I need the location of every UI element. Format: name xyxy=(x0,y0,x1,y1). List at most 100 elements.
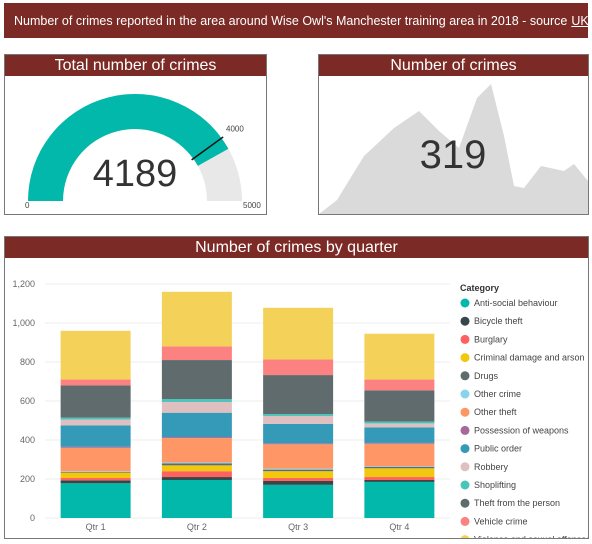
bar-segment[interactable] xyxy=(263,443,334,445)
legend-item[interactable]: Burglary xyxy=(474,334,508,344)
bar-segment[interactable] xyxy=(161,291,232,347)
bar-segment[interactable] xyxy=(60,446,131,448)
bar-segment[interactable] xyxy=(364,379,435,391)
bar-segment[interactable] xyxy=(161,412,232,438)
bar-segment[interactable] xyxy=(161,346,232,361)
legend-marker xyxy=(460,462,470,472)
bar-segment[interactable] xyxy=(161,471,232,478)
legend-marker xyxy=(460,425,470,435)
bar-segment[interactable] xyxy=(263,416,334,424)
bar-segment[interactable] xyxy=(60,419,131,426)
bar-segment[interactable] xyxy=(263,468,334,470)
bar-segment[interactable] xyxy=(263,375,334,415)
kpi-value: 319 xyxy=(420,133,487,177)
bar-segment[interactable] xyxy=(161,462,232,464)
bar-segment[interactable] xyxy=(161,479,232,518)
legend-item[interactable]: Anti-social behaviour xyxy=(474,298,558,308)
bar-segment[interactable] xyxy=(364,427,435,443)
legend-item[interactable]: Violence and sexual offences xyxy=(474,535,591,544)
bar-segment[interactable] xyxy=(263,307,334,360)
legend-item[interactable]: Other theft xyxy=(474,407,517,417)
bar-segment[interactable] xyxy=(263,480,334,485)
bar-segment[interactable] xyxy=(161,437,232,439)
gauge-max-label: 5000 xyxy=(243,201,261,210)
bar-segment[interactable] xyxy=(263,471,334,479)
bar-segment[interactable] xyxy=(161,477,232,480)
bar-segment[interactable] xyxy=(364,466,435,469)
legend-item[interactable]: Bicycle theft xyxy=(474,316,523,326)
legend-marker xyxy=(460,334,470,344)
bar-segment[interactable] xyxy=(161,438,232,463)
bar-segment[interactable] xyxy=(263,444,334,469)
bar-segment[interactable] xyxy=(263,469,334,472)
bar-segment[interactable] xyxy=(364,468,435,478)
bar-segment[interactable] xyxy=(60,425,131,447)
bar-segment[interactable] xyxy=(161,360,232,400)
legend-item[interactable]: Other crime xyxy=(474,389,521,399)
bar-segment[interactable] xyxy=(60,478,131,481)
bar-segment[interactable] xyxy=(364,443,435,467)
bar-segment[interactable] xyxy=(364,466,435,467)
bar-segment[interactable] xyxy=(364,481,435,518)
bar-segment[interactable] xyxy=(60,385,131,418)
bar-segment[interactable] xyxy=(263,423,334,444)
legend-item[interactable]: Theft from the person xyxy=(474,498,560,508)
bar-segment[interactable] xyxy=(364,333,435,380)
legend-item[interactable]: Possession of weapons xyxy=(474,425,569,435)
bar-segment[interactable] xyxy=(263,484,334,518)
y-tick-label: 1,000 xyxy=(12,318,35,328)
bar-segment[interactable] xyxy=(60,417,131,420)
total-crimes-gauge-card[interactable]: Total number of crimes 4189 0 5000 4000 xyxy=(4,54,267,215)
kpi-trend-area xyxy=(319,84,588,214)
bar-segment[interactable] xyxy=(60,483,131,518)
x-tick-label: Qtr 4 xyxy=(389,522,409,532)
legend-item[interactable]: Vehicle crime xyxy=(474,516,528,526)
bar-segment[interactable] xyxy=(263,359,334,376)
report-title: Number of crimes reported in the area ar… xyxy=(14,13,568,28)
legend-marker xyxy=(460,516,470,526)
y-tick-label: 0 xyxy=(30,513,35,523)
bar-segment[interactable] xyxy=(364,390,435,422)
kpi-title: Number of crimes xyxy=(319,55,588,76)
bar-segment[interactable] xyxy=(364,423,435,428)
bar-segment[interactable] xyxy=(161,399,232,402)
legend-marker xyxy=(460,407,470,417)
legend-item[interactable]: Public order xyxy=(474,444,522,454)
legend-item[interactable]: Robbery xyxy=(474,462,509,472)
bar-segment[interactable] xyxy=(161,401,232,413)
legend-marker xyxy=(460,535,470,544)
bar-segment[interactable] xyxy=(364,442,435,444)
gauge-target-marker xyxy=(191,136,224,161)
y-tick-label: 600 xyxy=(20,396,35,406)
legend-item[interactable]: Shoplifting xyxy=(474,480,516,490)
number-of-crimes-kpi-card[interactable]: Number of crimes 319 xyxy=(318,54,589,215)
crimes-by-quarter-card[interactable]: Number of crimes by quarter 0 200 400 600 80… xyxy=(4,236,591,544)
bar-segment[interactable] xyxy=(60,330,131,380)
x-tick-label: Qtr 3 xyxy=(288,522,308,532)
bar-segment[interactable] xyxy=(60,471,131,472)
bar-segment[interactable] xyxy=(60,379,131,386)
legend-item[interactable]: Criminal damage and arson xyxy=(474,353,585,363)
bar-segment[interactable] xyxy=(364,421,435,424)
bar-segment[interactable] xyxy=(364,479,435,482)
uk-police-website-link[interactable]: UK police website xyxy=(571,13,592,28)
bar-segment[interactable] xyxy=(263,414,334,417)
bar-segment[interactable] xyxy=(161,463,232,466)
bar-segment[interactable] xyxy=(263,478,334,481)
stacked-bar-chart: 0 200 400 600 800 1,000 1,200 Qtr 1 Qtr 2 Qtr 3 Q… xyxy=(12,279,591,544)
legend-marker xyxy=(460,371,470,381)
bar-segment[interactable] xyxy=(60,480,131,484)
bar-segment[interactable] xyxy=(60,447,131,472)
bar-segment[interactable] xyxy=(161,465,232,472)
report-title-banner: Number of crimes reported in the area ar… xyxy=(4,3,592,38)
gauge-fill xyxy=(28,93,229,201)
y-tick-label: 1,200 xyxy=(12,279,35,289)
legend-marker xyxy=(460,316,470,326)
y-tick-label: 400 xyxy=(20,435,35,445)
bar-segment[interactable] xyxy=(60,472,131,479)
bar-segment[interactable] xyxy=(60,471,131,473)
bar-segment[interactable] xyxy=(364,477,435,480)
legend-item[interactable]: Drugs xyxy=(474,371,499,381)
legend-marker xyxy=(460,389,470,399)
legend-title: Category xyxy=(460,283,499,293)
